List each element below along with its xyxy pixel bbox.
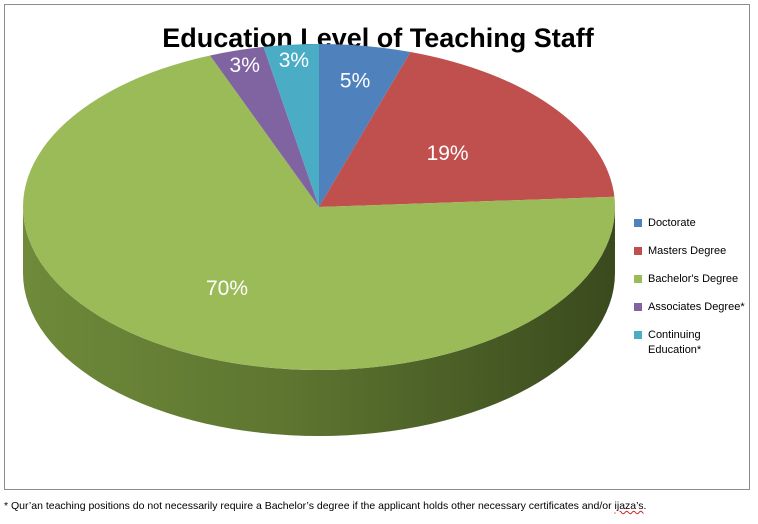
pie-labels: 5% 19% 70% 3% 3% (206, 49, 469, 300)
legend-item-masters-degree: Masters Degree (634, 244, 754, 259)
pie-sides (23, 207, 615, 436)
legend-item-associates-degree: Associates Degree* (634, 300, 754, 315)
data-label-masters-degree: 19% (427, 142, 469, 165)
legend-swatch-doctorate (634, 219, 642, 227)
legend-swatch-bachelors-degree (634, 275, 642, 283)
legend-label-associates-degree: Associates Degree* (648, 301, 745, 313)
legend-swatch-masters-degree (634, 247, 642, 255)
footnote-end: . (643, 500, 647, 512)
pie-side-bachelors-degree (23, 207, 615, 436)
legend-item-continuing-education: Continuing Education* (634, 328, 754, 358)
legend-label-masters-degree: Masters Degree (648, 245, 727, 257)
pie-chart: 5% 19% 70% 3% 3% (22, 44, 616, 436)
legend-label-bachelors-degree: Bachelor's Degree (648, 273, 739, 285)
footnote-text: Qur’an teaching positions do not necessa… (11, 500, 615, 512)
pie-slice-masters-degree (319, 51, 615, 208)
legend-label-continuing-education: Continuing Education* (648, 329, 702, 356)
pie-slice-doctorate (319, 44, 411, 207)
footnote-misspelled-word: ijaza’s (614, 500, 644, 512)
data-label-continuing-education: 3% (279, 49, 309, 72)
legend-swatch-associates-degree (634, 303, 642, 311)
chart-frame: Education Level of Teaching Staff 5% 19% 7… (4, 4, 750, 490)
footnote: * Qur’an teaching positions do not neces… (4, 500, 754, 512)
pie-slice-associates-degree (210, 46, 319, 207)
legend-item-doctorate: Doctorate (634, 216, 754, 231)
data-label-doctorate: 5% (340, 69, 370, 92)
footnote-star: * (4, 500, 9, 512)
data-label-bachelors-degree: 70% (206, 277, 248, 300)
legend-label-doctorate: Doctorate (648, 217, 696, 229)
legend-item-bachelors-degree: Bachelor's Degree (634, 272, 754, 287)
pie-slice-continuing-education (263, 44, 319, 207)
legend: Doctorate Masters Degree Bachelor's Degree… (634, 216, 754, 371)
data-label-associates-degree: 3% (230, 54, 260, 77)
pie-slice-bachelors-degree (22, 55, 616, 371)
legend-swatch-continuing-education (634, 331, 642, 339)
pie-slices (22, 44, 616, 371)
